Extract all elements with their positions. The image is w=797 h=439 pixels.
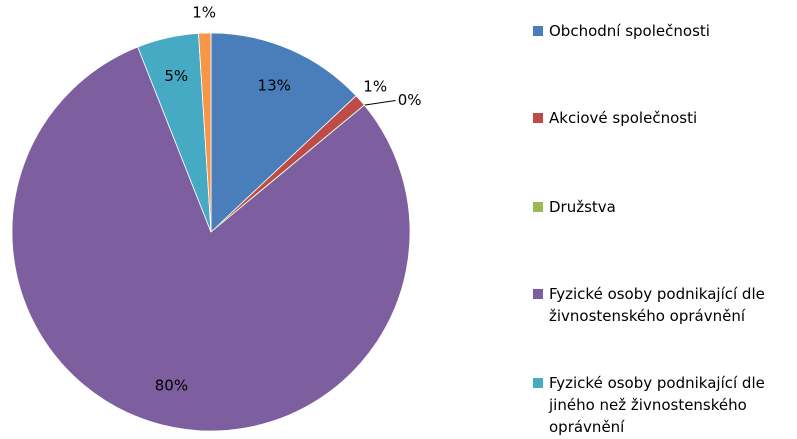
- legend-label: Fyzické osoby podnikající dle jiného než…: [549, 374, 765, 436]
- legend-item: Obchodní společnosti: [533, 20, 795, 42]
- data-label: 5%: [164, 67, 188, 85]
- legend-label: Obchodní společnosti: [549, 22, 710, 40]
- legend-label: Družstva: [549, 198, 616, 216]
- legend-label: Akciové společnosti: [549, 109, 698, 127]
- legend-marker: [533, 202, 543, 212]
- data-label: 80%: [155, 377, 188, 395]
- legend-marker: [533, 113, 543, 123]
- data-label: 1%: [192, 4, 216, 22]
- legend-item: Fyzické osoby podnikající dle jiného než…: [533, 372, 795, 438]
- data-label: 1%: [363, 78, 387, 96]
- data-label: 13%: [258, 76, 291, 94]
- pie-slice: [198, 32, 212, 233]
- legend-marker: [533, 378, 543, 388]
- legend-item: Akciové společnosti: [533, 107, 795, 129]
- data-label: 0%: [398, 91, 422, 109]
- legend-marker: [533, 26, 543, 36]
- leader-line: [364, 99, 396, 106]
- legend-label: Fyzické osoby podnikající dle živnostens…: [549, 285, 765, 325]
- legend-marker: [533, 289, 543, 299]
- legend-item: Družstva: [533, 196, 795, 218]
- pie-slice: [210, 32, 357, 233]
- legend-item: Fyzické osoby podnikající dle živnostens…: [533, 283, 795, 327]
- pie-slice: [11, 46, 411, 432]
